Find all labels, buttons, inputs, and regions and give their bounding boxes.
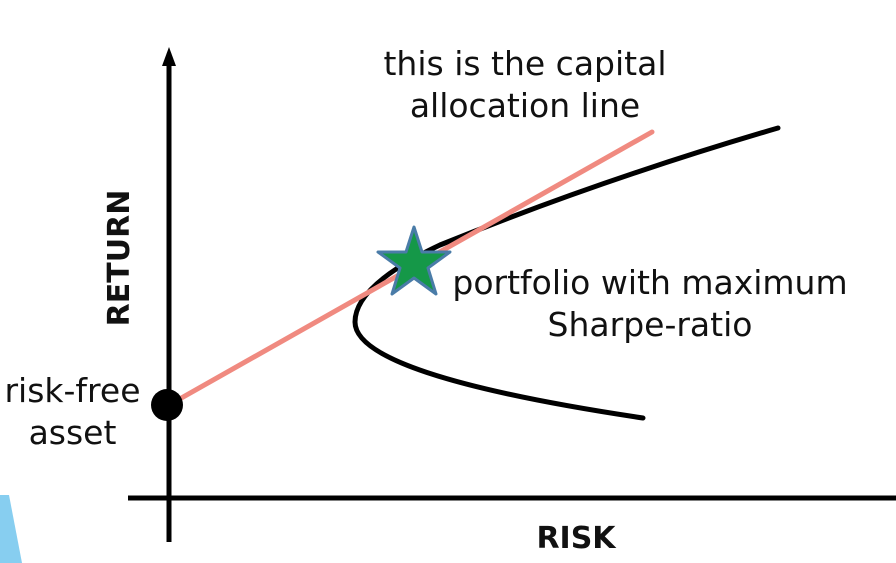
- efficient-frontier-curve: [352, 125, 781, 421]
- risk-free-annotation: risk-free asset: [0, 370, 145, 454]
- cal-annotation-line2: allocation line: [409, 86, 641, 125]
- y-axis-label: RETURN: [102, 189, 137, 327]
- x-axis-label: RISK: [536, 521, 616, 556]
- risk-free-annotation-line1: risk-free: [4, 371, 141, 410]
- max-sharpe-star: [376, 225, 452, 296]
- risk-free-annotation-line2: asset: [28, 413, 117, 452]
- y-axis-arrowhead: [162, 47, 176, 66]
- max-sharpe-annotation-line2: Sharpe-ratio: [547, 305, 753, 344]
- max-sharpe-annotation-line1: portfolio with maximum: [452, 263, 848, 302]
- risk-free-point: [151, 389, 183, 421]
- cal-annotation: this is the capital allocation line: [365, 43, 685, 127]
- max-sharpe-annotation: portfolio with maximum Sharpe-ratio: [450, 262, 850, 346]
- cal-annotation-line1: this is the capital: [383, 44, 667, 83]
- corner-accent: [0, 495, 22, 563]
